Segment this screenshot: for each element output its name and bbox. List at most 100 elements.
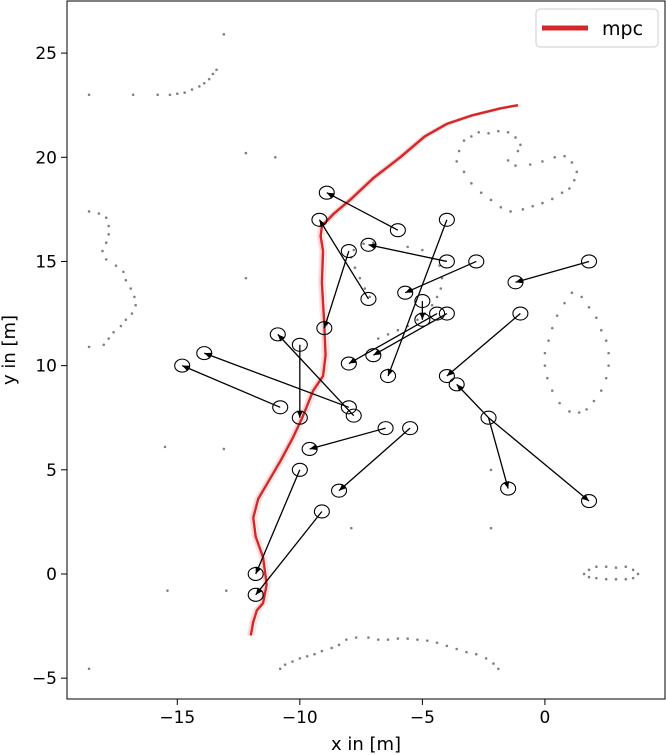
agent-circle xyxy=(429,306,446,321)
agent-circle xyxy=(365,348,382,363)
obstacle-point xyxy=(604,339,608,342)
agent-circle xyxy=(438,212,455,227)
obstacle-point xyxy=(499,205,503,209)
obstacle-point xyxy=(107,233,110,236)
obstacle-point xyxy=(487,132,490,135)
obstacle-point xyxy=(595,316,598,320)
obstacle-point xyxy=(190,88,194,91)
obstacle-point xyxy=(543,351,547,355)
agent-arrowhead xyxy=(515,277,524,284)
obstacle-point xyxy=(352,248,356,252)
agent-velocity-line xyxy=(387,219,448,377)
agent-circle xyxy=(291,337,308,352)
obstacle-point xyxy=(368,295,371,299)
agent-circle xyxy=(196,346,213,361)
agent-circle xyxy=(414,293,431,309)
obstacle-point xyxy=(631,576,635,580)
obstacle-point xyxy=(580,295,583,299)
obstacle-point xyxy=(489,468,493,472)
agent-circle xyxy=(580,494,598,509)
agent-circle xyxy=(318,185,335,200)
obstacle-point xyxy=(575,170,579,174)
agent-arrowhead xyxy=(348,357,357,364)
obstacle-point xyxy=(124,318,128,322)
y-tick-label: 5 xyxy=(46,461,57,481)
x-tick-label: −5 xyxy=(410,708,435,728)
obstacle-point xyxy=(558,401,561,405)
obstacle-point xyxy=(320,649,324,653)
obstacle-point xyxy=(531,204,534,208)
agent-arrowhead xyxy=(326,192,335,199)
agent-velocity-line xyxy=(204,352,350,408)
obstacle-point xyxy=(607,364,610,367)
obstacle-point xyxy=(489,198,493,202)
obstacle-point xyxy=(114,264,118,267)
agent-velocity-line xyxy=(181,365,281,408)
obstacle-point xyxy=(97,212,101,215)
obstacle-point xyxy=(198,85,201,88)
obstacle-point xyxy=(337,643,341,647)
agent-circle xyxy=(247,587,264,602)
obstacle-point xyxy=(107,337,110,340)
obstacle-point xyxy=(568,187,571,190)
agent-velocity-line xyxy=(323,250,350,329)
obstacle-point xyxy=(477,130,481,134)
obstacle-point xyxy=(519,143,522,147)
agent-velocity-line xyxy=(368,244,448,263)
obstacle-point xyxy=(274,155,277,159)
agent-circle xyxy=(316,321,333,336)
agent-circle xyxy=(313,504,330,519)
agent-circle xyxy=(468,254,485,269)
agent-arrowhead xyxy=(419,312,426,320)
mpc-prediction-line xyxy=(246,104,516,636)
obstacle-point xyxy=(528,163,532,166)
obstacle-point xyxy=(101,249,104,253)
obstacle-point xyxy=(631,568,635,572)
obstacle-point xyxy=(560,191,564,194)
obstacle-point xyxy=(298,657,302,660)
plot-layer xyxy=(87,33,640,671)
obstacle-point xyxy=(376,337,380,340)
obstacle-point xyxy=(163,445,167,449)
agent-circle xyxy=(480,410,497,425)
obstacle-point xyxy=(313,652,316,656)
agent-circle xyxy=(340,356,357,371)
agent-velocity-line xyxy=(255,469,301,575)
obstacle-point xyxy=(595,576,598,580)
legend: mpc xyxy=(535,8,659,48)
obstacle-point xyxy=(396,637,400,640)
obstacle-point xyxy=(547,339,550,342)
obstacle-point xyxy=(607,351,610,355)
obstacle-point xyxy=(222,33,226,36)
obstacle-point xyxy=(506,130,510,134)
obstacle-point xyxy=(514,136,517,139)
obstacle-point xyxy=(183,91,186,94)
obstacle-point xyxy=(107,224,110,228)
obstacle-point xyxy=(509,210,512,213)
obstacle-point xyxy=(345,638,348,641)
obstacle-point xyxy=(550,197,554,201)
obstacle-point xyxy=(636,572,640,576)
agent-velocity-line xyxy=(373,312,448,356)
obstacle-point xyxy=(497,129,500,133)
agent-circle xyxy=(512,306,529,321)
obstacle-point xyxy=(353,266,357,269)
obstacle-point xyxy=(489,526,493,530)
x-ticks: −15 −10 −5 0 xyxy=(159,699,550,728)
obstacle-point xyxy=(122,270,125,274)
agent-circle xyxy=(340,400,357,415)
obstacle-point xyxy=(87,210,91,213)
obstacle-point xyxy=(166,589,169,592)
agent-velocity-line xyxy=(338,427,411,492)
obstacle-point xyxy=(363,287,367,290)
obstacle-point xyxy=(425,639,429,642)
obstacle-point xyxy=(435,295,439,299)
obstacle-point xyxy=(367,636,370,639)
agent-circle xyxy=(360,237,377,252)
obstacle-point xyxy=(87,93,91,97)
obstacle-point xyxy=(283,663,287,666)
obstacle-point xyxy=(604,565,608,568)
agent-arrowhead xyxy=(277,334,285,342)
obstacle-point xyxy=(104,258,108,261)
agent-circle xyxy=(377,421,394,436)
